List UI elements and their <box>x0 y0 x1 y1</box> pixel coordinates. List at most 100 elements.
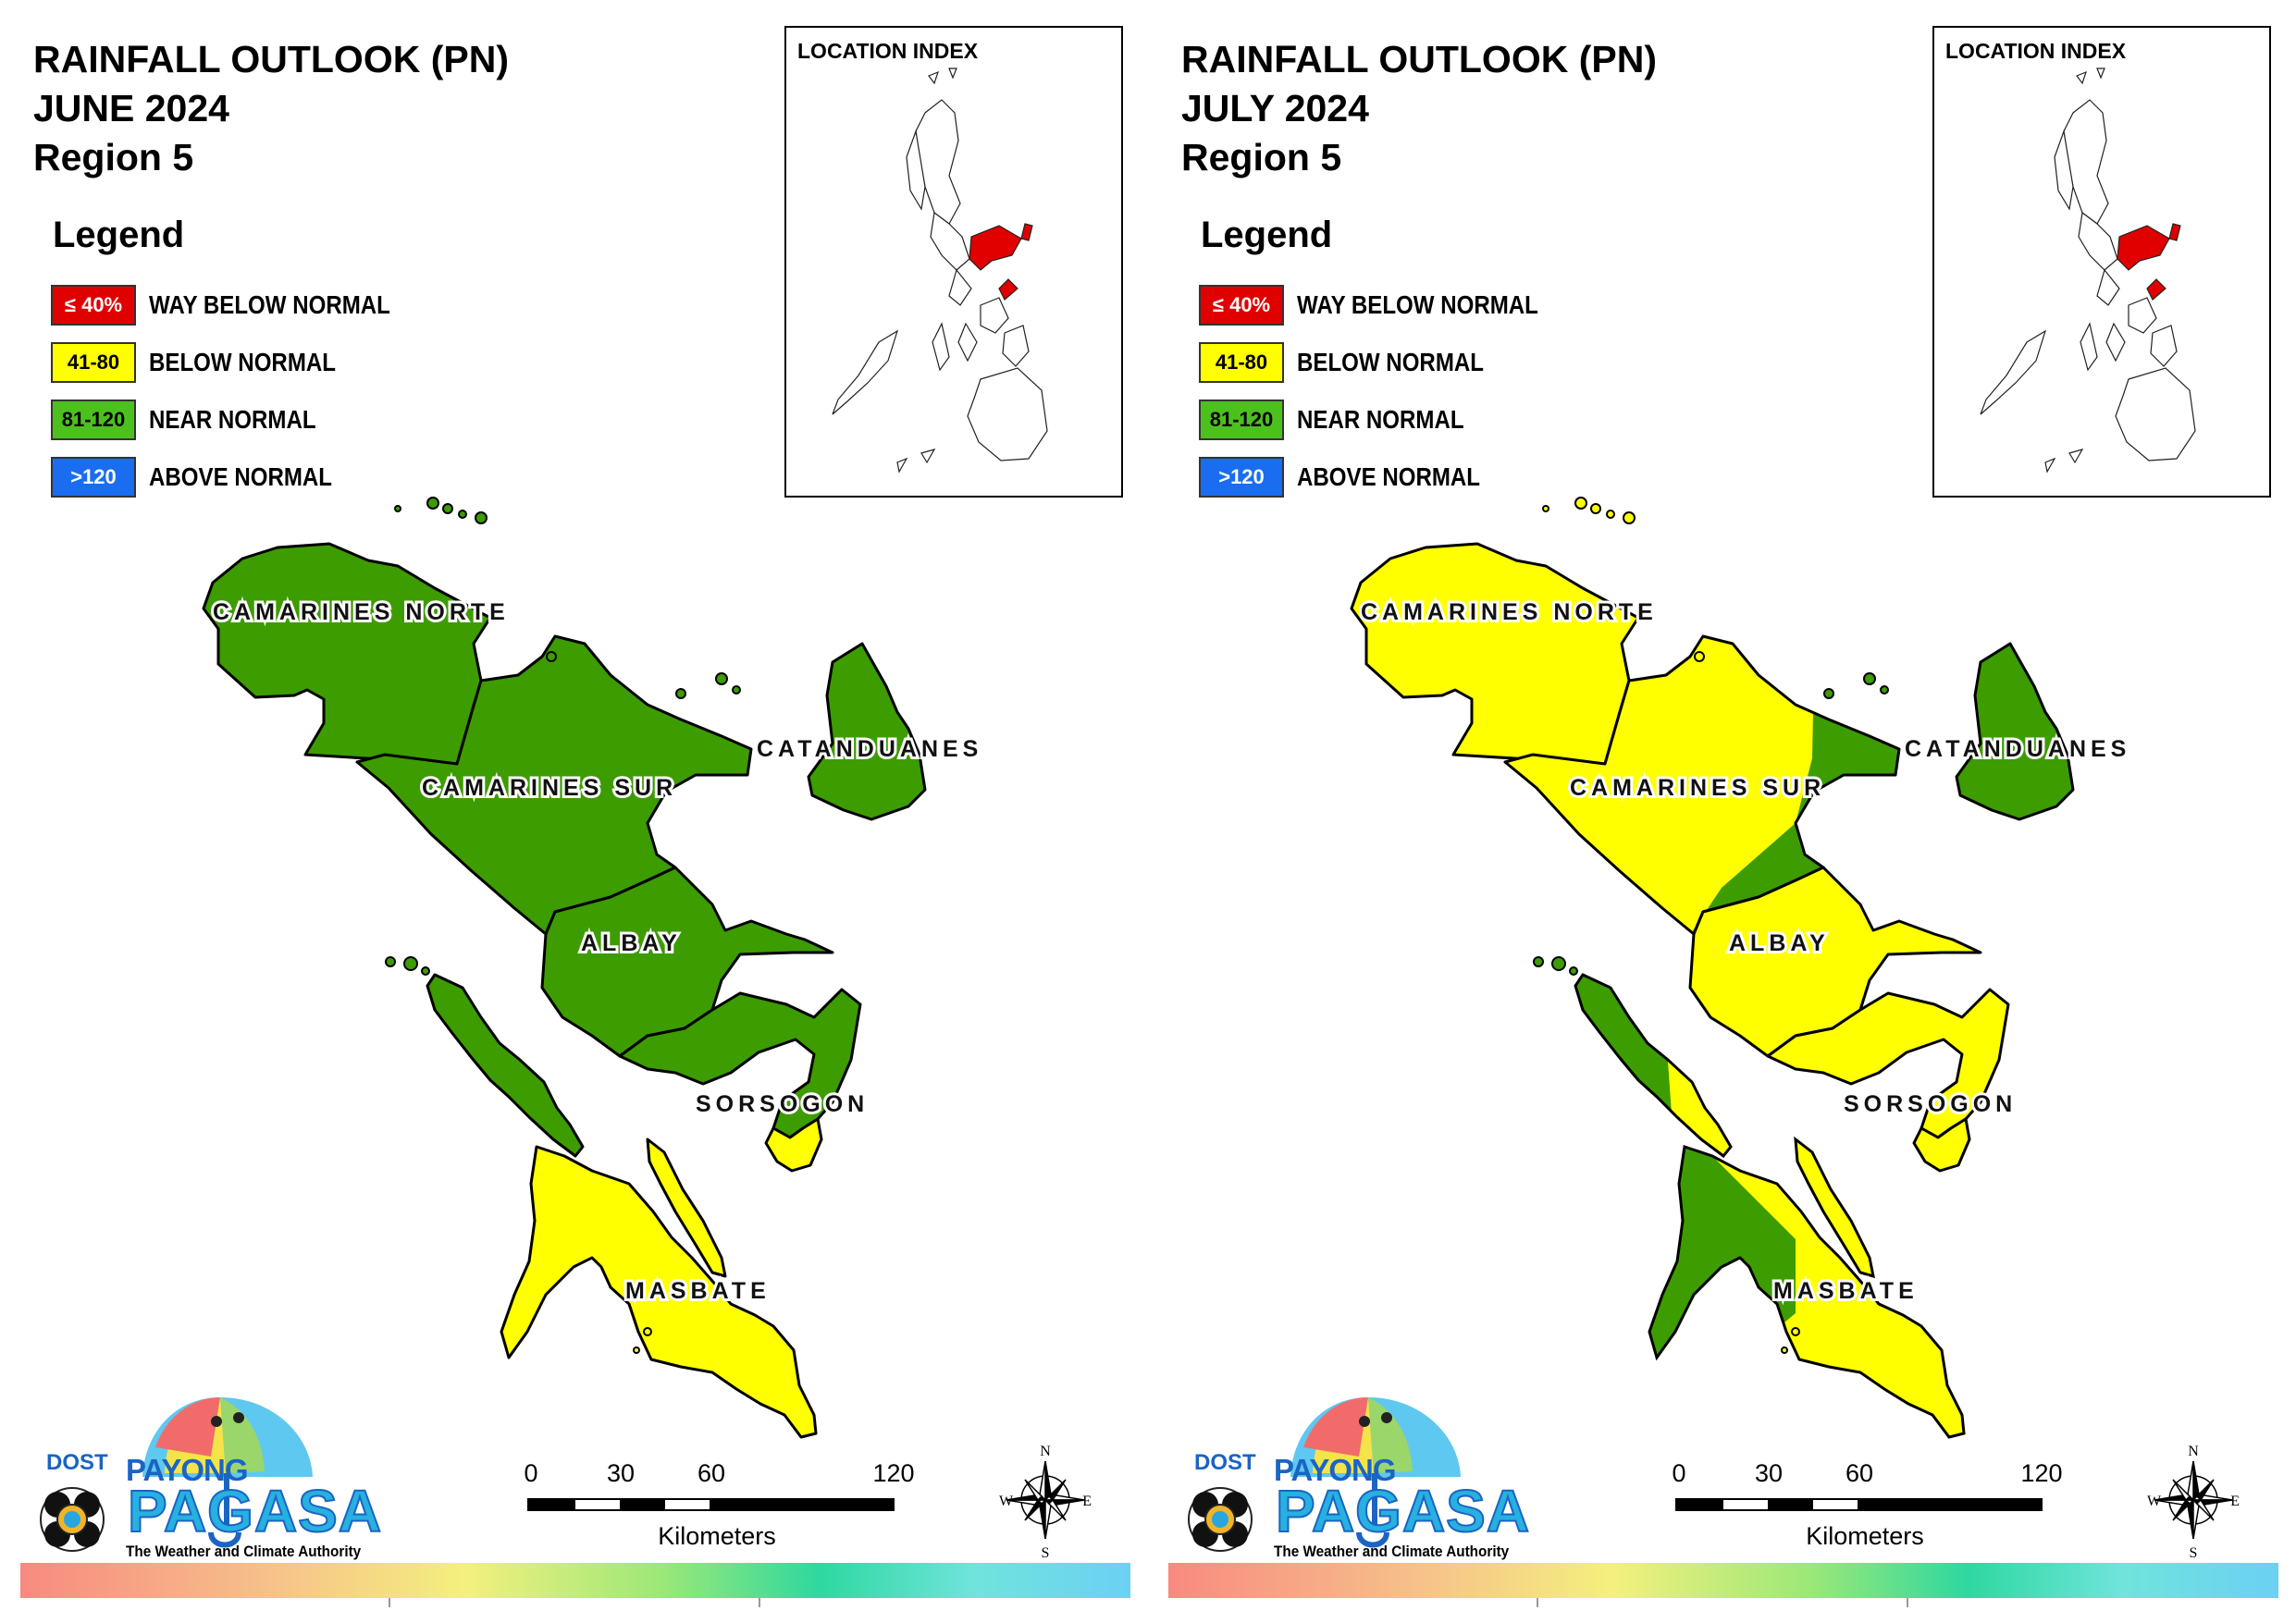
island-ticao <box>646 1137 727 1278</box>
label-masbate: MASBATE <box>625 1278 771 1304</box>
legend-item-near-normal: 81-120 NEAR NORMAL <box>1199 391 1577 449</box>
outlook-panel-june: RAINFALL OUTLOOK (PN) JUNE 2024 Region 5… <box>0 0 1138 1623</box>
map-title: RAINFALL OUTLOOK (PN) JULY 2024 Region 5 <box>1181 35 1657 182</box>
location-index: LOCATION INDEX <box>1932 26 2271 498</box>
logo-tagline: The Weather and Climate Authority <box>1274 1543 1510 1560</box>
payong-pagasa-logo: DOST PAYONG PAGASA The Weather and Clima… <box>35 1392 405 1566</box>
label-albay: ALBAY <box>1729 930 1830 956</box>
legend-label: BELOW NORMAL <box>1297 348 1484 376</box>
province-masbate <box>500 1145 818 1439</box>
province-sorsogon-south <box>1912 1117 1971 1173</box>
scale-bar: 0 30 60 120 Kilometers <box>524 1459 914 1552</box>
province-albay <box>540 866 834 1058</box>
legend-swatch: >120 <box>1199 457 1284 498</box>
footer-gradient-band <box>20 1563 1130 1598</box>
title-region: Region 5 <box>33 136 194 178</box>
legend-swatch: 41-80 <box>1199 342 1284 383</box>
title-month: JUNE 2024 <box>33 87 229 129</box>
umbrella-logo-icon <box>40 1397 313 1552</box>
scale-tick-0: 0 <box>524 1459 538 1487</box>
compass-w: W <box>2147 1494 2162 1509</box>
province-camarines-norte <box>1350 542 1640 766</box>
legend: Legend ≤ 40% WAY BELOW NORMAL 41-80 BELO… <box>51 215 429 506</box>
scale-tick-30: 30 <box>606 1459 636 1487</box>
legend-swatch: 41-80 <box>51 342 136 383</box>
location-index-title: LOCATION INDEX <box>797 39 979 63</box>
island-ticao <box>1794 1136 1875 1279</box>
logo-dost: DOST <box>1194 1450 1256 1475</box>
province-camarines-norte <box>202 542 492 766</box>
legend-item-below-normal: 41-80 BELOW NORMAL <box>1199 334 1577 391</box>
title-month: JULY 2024 <box>1181 87 1369 129</box>
logo-dost: DOST <box>46 1450 108 1475</box>
logo-pagasa: PAGASA <box>1275 1477 1531 1545</box>
scale-unit: Kilometers <box>1806 1522 1924 1550</box>
outlook-panel-july: RAINFALL OUTLOOK (PN) JULY 2024 Region 5… <box>1148 0 2286 1623</box>
scale-tick-0: 0 <box>1672 1459 1686 1487</box>
scale-tick-120: 120 <box>872 1459 915 1487</box>
title-line-1: RAINFALL OUTLOOK (PN) <box>33 38 509 80</box>
label-camarines-norte: CAMARINES NORTE <box>213 599 510 625</box>
footer-tick <box>759 1598 760 1607</box>
legend-item-above-normal: >120 ABOVE NORMAL <box>1199 449 1577 506</box>
compass-w: W <box>999 1494 1014 1509</box>
legend-item-above-normal: >120 ABOVE NORMAL <box>51 449 429 506</box>
region5-highlight <box>969 223 1033 301</box>
compass-s: S <box>1042 1545 1050 1561</box>
umbrella-logo-icon <box>1188 1397 1461 1552</box>
payong-pagasa-logo: DOST PAYONG PAGASA The Weather and Clima… <box>1183 1392 1553 1566</box>
label-catanduanes: CATANDUANES <box>1905 736 2130 762</box>
legend-label: WAY BELOW NORMAL <box>1297 290 1538 319</box>
scale-bar: 0 30 60 120 Kilometers <box>1672 1459 2062 1552</box>
compass-rose-icon: N S E W <box>2147 1444 2240 1561</box>
footer-gradient-band <box>1168 1563 2278 1598</box>
label-camarines-sur: CAMARINES SUR <box>1570 775 1825 801</box>
province-sorsogon-south <box>764 1117 823 1173</box>
province-catanduanes <box>1955 642 2075 821</box>
footer-tick <box>389 1598 390 1607</box>
label-sorsogon: SORSOGON <box>1844 1091 2017 1117</box>
scale-tick-60: 60 <box>697 1459 726 1487</box>
legend-swatch: ≤ 40% <box>1199 285 1284 326</box>
legend-item-near-normal: 81-120 NEAR NORMAL <box>51 391 429 449</box>
label-camarines-sur: CAMARINES SUR <box>422 775 677 801</box>
legend-item-way-below-normal: ≤ 40% WAY BELOW NORMAL <box>51 277 429 334</box>
scale-tick-120: 120 <box>2020 1459 2063 1487</box>
compass-e: E <box>1082 1494 1092 1509</box>
logo-tagline: The Weather and Climate Authority <box>126 1543 362 1560</box>
legend-heading: Legend <box>53 215 185 255</box>
label-catanduanes: CATANDUANES <box>757 736 982 762</box>
region5-map: CAMARINES NORTE CAMARINES SUR CATANDUANE… <box>1350 497 2130 1439</box>
compass-n: N <box>2188 1444 2199 1459</box>
legend-label: NEAR NORMAL <box>149 405 316 434</box>
label-albay: ALBAY <box>581 930 682 956</box>
legend-swatch: 81-120 <box>51 400 136 440</box>
scale-bar-graphic <box>527 1498 895 1511</box>
scale-unit: Kilometers <box>658 1522 776 1550</box>
location-index-title: LOCATION INDEX <box>1945 39 2127 63</box>
logo-pagasa: PAGASA <box>127 1477 383 1545</box>
philippines-index-map <box>832 68 1048 473</box>
legend-label: NEAR NORMAL <box>1297 405 1464 434</box>
region5-map: CAMARINES NORTE CAMARINES SUR CATANDUANE… <box>202 497 982 1439</box>
legend-item-way-below-normal: ≤ 40% WAY BELOW NORMAL <box>1199 277 1577 334</box>
legend-swatch: ≤ 40% <box>51 285 136 326</box>
scale-tick-30: 30 <box>1754 1459 1784 1487</box>
scale-tick-60: 60 <box>1845 1459 1874 1487</box>
label-masbate: MASBATE <box>1773 1278 1919 1304</box>
label-camarines-norte: CAMARINES NORTE <box>1361 599 1658 625</box>
legend-label: WAY BELOW NORMAL <box>149 290 390 319</box>
legend-heading: Legend <box>1201 215 1333 255</box>
footer-tick <box>1907 1598 1908 1607</box>
province-camarines-sur <box>355 634 753 936</box>
compass-n: N <box>1040 1444 1051 1459</box>
label-sorsogon: SORSOGON <box>696 1091 869 1117</box>
compass-e: E <box>2230 1494 2240 1509</box>
legend-swatch: >120 <box>51 457 136 498</box>
title-line-1: RAINFALL OUTLOOK (PN) <box>1181 38 1657 80</box>
legend-label: BELOW NORMAL <box>149 348 336 376</box>
region5-highlight <box>2117 223 2181 301</box>
island-burias <box>426 973 585 1158</box>
logo-payong: PAYONG <box>126 1453 249 1487</box>
legend-label: ABOVE NORMAL <box>1297 462 1481 491</box>
